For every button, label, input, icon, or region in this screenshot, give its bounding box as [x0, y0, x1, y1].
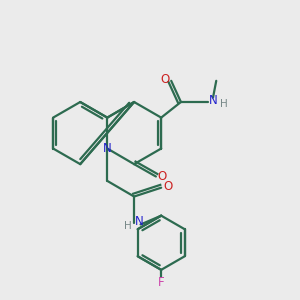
Text: F: F — [158, 276, 164, 289]
Text: O: O — [160, 73, 169, 86]
Text: N: N — [135, 215, 143, 228]
Text: N: N — [208, 94, 217, 107]
Text: O: O — [158, 170, 167, 183]
Text: H: H — [124, 221, 131, 231]
Text: H: H — [220, 99, 228, 110]
Text: O: O — [163, 180, 172, 193]
Text: N: N — [103, 142, 112, 155]
